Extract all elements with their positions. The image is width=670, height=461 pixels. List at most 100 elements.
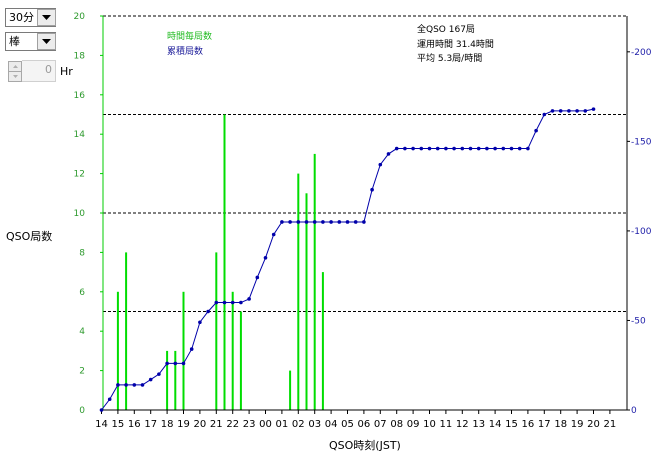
cumulative-point: [427, 146, 432, 151]
hourly-bar: [125, 252, 128, 410]
cumulative-point: [583, 109, 588, 113]
x-tick-label: 19: [571, 419, 584, 430]
legend-cumulative: 累積局数: [167, 45, 203, 57]
cumulative-point: [255, 275, 260, 280]
x-tick-label: 05: [341, 419, 354, 430]
hours-unit-label: Hr: [60, 64, 73, 78]
stat-average: 平均 5.3局/時間: [417, 52, 482, 64]
legend-hourly: 時間毎局数: [167, 30, 212, 42]
left-tick-label: 18: [74, 51, 86, 61]
cumulative-point: [329, 220, 333, 224]
cumulative-point: [362, 220, 366, 224]
hours-stepper[interactable]: 0 Hr: [8, 60, 73, 82]
spin-up-icon[interactable]: [9, 62, 21, 71]
x-tick-label: 23: [243, 419, 256, 430]
x-tick-label: 01: [276, 419, 289, 430]
x-tick-label: 07: [374, 419, 387, 430]
cumulative-point: [435, 146, 440, 151]
x-tick-label: 02: [292, 419, 305, 430]
x-tick-label: 11: [440, 419, 453, 430]
cumulative-line: [99, 107, 596, 412]
left-tick-label: 8: [79, 248, 85, 258]
hourly-bar: [215, 252, 218, 410]
chevron-down-icon[interactable]: [37, 33, 56, 50]
hourly-bar: [182, 291, 185, 410]
cumulative-point: [370, 187, 374, 192]
x-tick-label: 03: [308, 419, 321, 430]
interval-select[interactable]: 30分: [5, 8, 56, 27]
cumulative-point: [198, 320, 202, 325]
x-tick-label: 16: [128, 419, 141, 430]
cumulative-point: [517, 146, 522, 151]
left-tick-label: 10: [74, 209, 86, 219]
x-tick-label: 15: [112, 419, 125, 430]
x-tick-label: 08: [390, 419, 403, 430]
cumulative-point: [140, 383, 145, 387]
hourly-bar: [166, 350, 169, 410]
hourly-bar: [321, 272, 324, 410]
x-tick-label: 21: [210, 419, 223, 430]
left-tick-label: 4: [79, 327, 85, 337]
right-tick-label: 0: [631, 406, 637, 416]
cumulative-point: [345, 220, 350, 224]
x-tick-label: 18: [554, 419, 567, 430]
x-tick-label: 14: [95, 419, 108, 430]
hourly-bar: [297, 173, 300, 410]
x-axis-title: QSO時刻(JST): [329, 438, 401, 452]
x-tick-label: 20: [194, 419, 207, 430]
cumulative-point: [206, 309, 210, 314]
x-tick-label: 06: [358, 419, 371, 430]
cumulative-point: [321, 220, 325, 224]
right-tick-label: -200: [631, 48, 652, 58]
cumulative-point: [189, 347, 194, 351]
cumulative-point: [452, 146, 456, 151]
cumulative-point: [493, 146, 497, 151]
spin-down-icon[interactable]: [9, 70, 21, 81]
left-tick-label: 6: [79, 288, 85, 298]
cumulative-point: [386, 152, 391, 156]
hourly-bars: [116, 114, 324, 410]
cumulative-point: [173, 361, 178, 366]
x-tick-label: 14: [489, 419, 502, 430]
x-tick-label: 19: [177, 419, 190, 430]
cumulative-point: [165, 361, 169, 366]
cumulative-point: [230, 300, 235, 305]
left-tick-label: 0: [79, 406, 85, 416]
x-tick-label: 22: [226, 419, 239, 430]
hourly-bar: [116, 291, 119, 410]
cumulative-point: [501, 146, 506, 151]
x-tick-label: 04: [325, 419, 338, 430]
x-tick-label: 10: [423, 419, 436, 430]
cumulative-point: [132, 383, 137, 387]
cumulative-point: [124, 383, 128, 387]
hourly-bar: [305, 193, 308, 410]
cumulative-point: [468, 146, 473, 151]
hours-input[interactable]: 0: [22, 60, 56, 82]
cumulative-point: [107, 397, 112, 402]
hourly-bar: [239, 311, 242, 410]
cumulative-point: [239, 300, 243, 305]
right-tick-label: -150: [631, 137, 652, 147]
spin-buttons[interactable]: [8, 60, 22, 82]
hourly-bar: [231, 291, 234, 410]
x-tick-label: 21: [604, 419, 617, 430]
chart-style-select[interactable]: 棒: [5, 32, 56, 51]
right-tick-label: -100: [631, 227, 652, 237]
cumulative-point: [263, 255, 268, 260]
x-tick-label: 17: [538, 419, 551, 430]
chevron-down-icon[interactable]: [37, 9, 56, 26]
cumulative-point: [460, 146, 465, 151]
axes: [100, 15, 630, 414]
hourly-bar: [174, 350, 177, 410]
cumulative-point: [181, 361, 186, 366]
cumulative-point: [534, 128, 538, 133]
cumulative-point: [509, 146, 514, 151]
cumulative-point: [476, 146, 481, 151]
interval-value: 30分: [9, 11, 34, 24]
x-tick-label: 17: [144, 419, 157, 430]
cumulative-point: [214, 300, 219, 305]
x-tick-label: 15: [505, 419, 518, 430]
cumulative-point: [288, 220, 292, 224]
